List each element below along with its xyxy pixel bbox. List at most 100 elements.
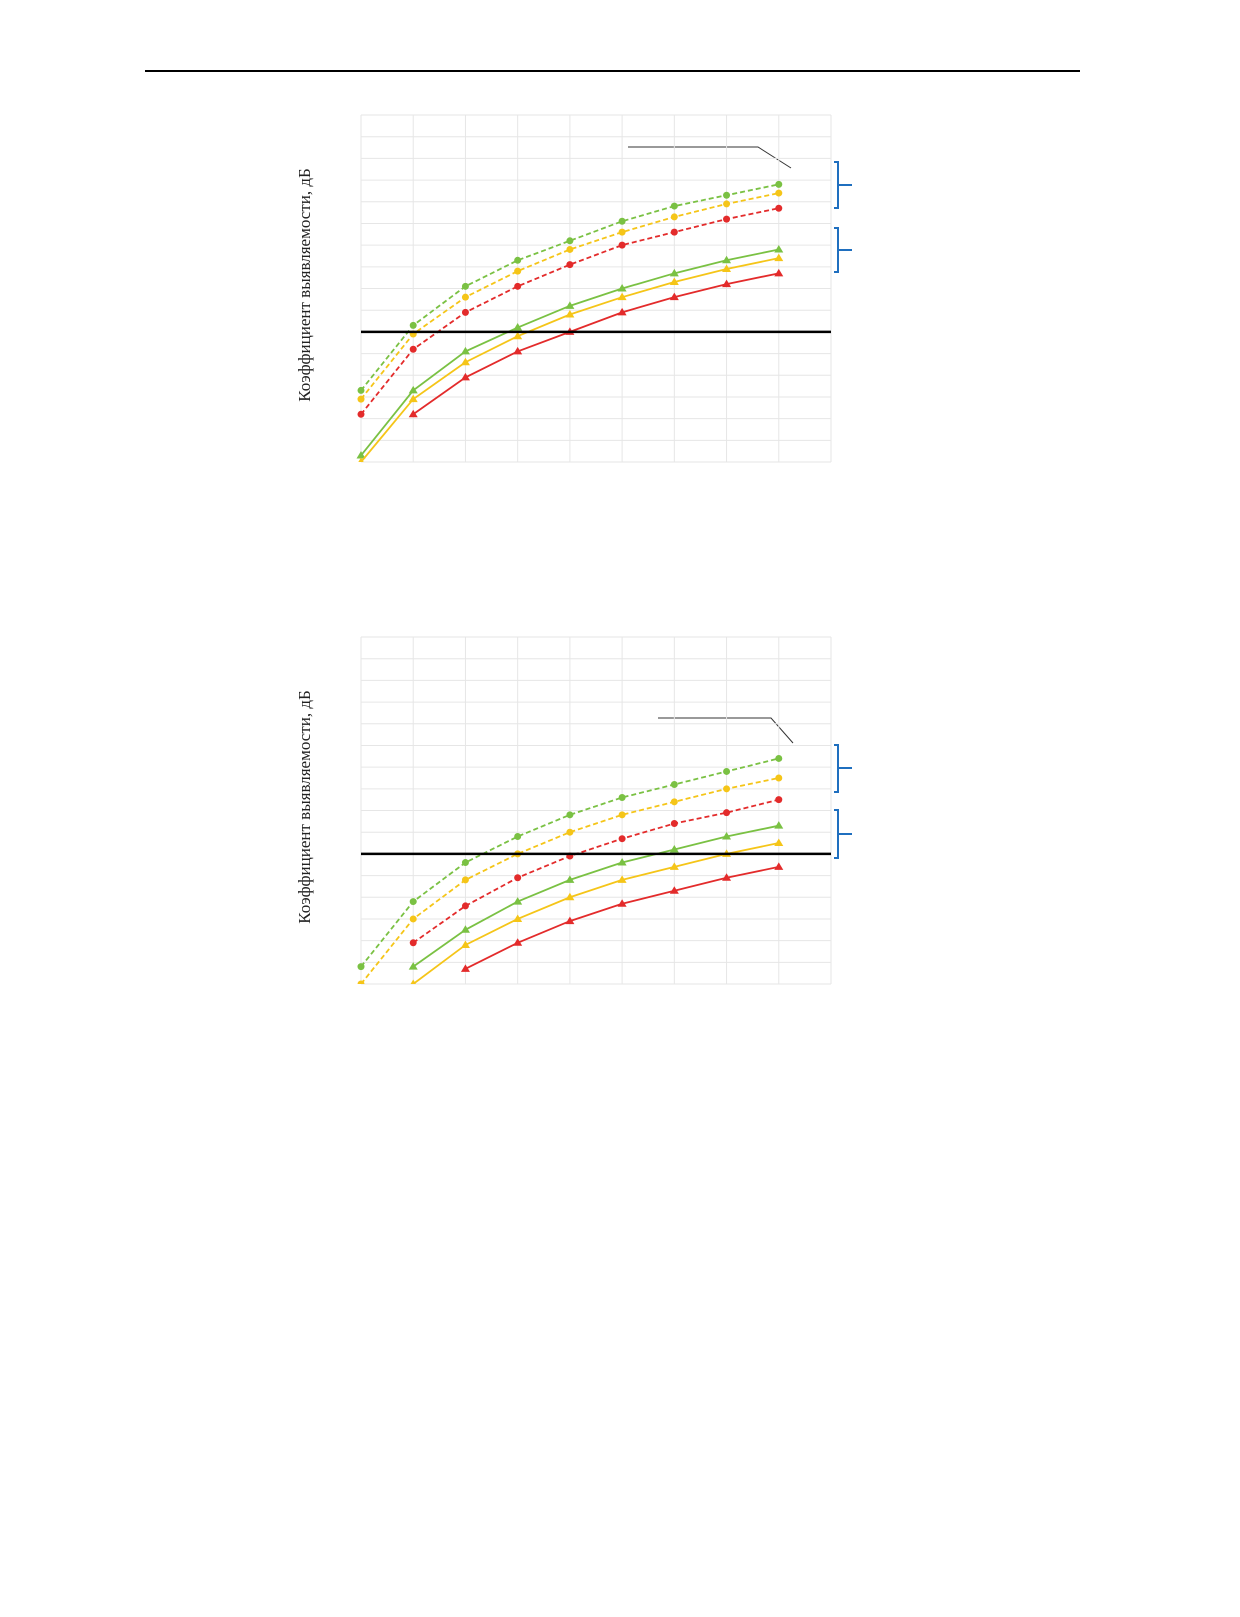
point-marker xyxy=(513,331,523,340)
point-marker xyxy=(669,277,679,285)
point-marker xyxy=(669,268,679,277)
point-marker xyxy=(774,253,784,262)
bracket xyxy=(834,744,852,793)
point-marker xyxy=(670,820,678,828)
point-marker xyxy=(565,892,575,901)
point-marker xyxy=(461,902,469,910)
point-marker xyxy=(617,292,627,301)
point-marker xyxy=(460,925,470,933)
annotation-line xyxy=(658,717,794,744)
point-marker xyxy=(723,809,731,817)
point-marker xyxy=(565,875,575,883)
point-marker xyxy=(722,873,732,881)
point-marker xyxy=(514,256,522,264)
point-marker xyxy=(566,261,574,269)
point-marker xyxy=(775,796,783,804)
point-marker xyxy=(618,217,626,225)
point-marker xyxy=(723,200,731,208)
point-marker xyxy=(409,898,417,906)
point-marker xyxy=(357,410,365,418)
point-marker xyxy=(722,255,732,264)
point-marker xyxy=(669,845,679,853)
point-marker xyxy=(775,754,783,762)
point-marker xyxy=(357,963,365,971)
point-marker xyxy=(566,237,574,245)
point-marker xyxy=(669,862,679,870)
point-marker xyxy=(617,307,627,316)
point-marker xyxy=(774,838,784,847)
point-marker xyxy=(408,409,418,418)
point-marker xyxy=(669,886,679,894)
point-marker xyxy=(722,832,732,840)
point-marker xyxy=(618,793,626,801)
point-marker xyxy=(461,859,469,867)
series-line xyxy=(360,777,779,984)
series-line xyxy=(412,272,779,416)
series-line xyxy=(360,192,779,400)
point-marker xyxy=(670,213,678,221)
point-marker xyxy=(723,785,731,793)
point-marker xyxy=(409,939,417,947)
point-marker xyxy=(670,228,678,236)
point-marker xyxy=(617,899,627,907)
point-marker xyxy=(775,204,783,212)
point-marker xyxy=(723,215,731,223)
point-marker xyxy=(513,897,523,905)
point-marker xyxy=(565,916,575,925)
point-marker xyxy=(357,395,365,403)
point-marker xyxy=(774,821,784,829)
series-line xyxy=(360,183,779,391)
point-marker xyxy=(460,357,470,366)
point-marker xyxy=(618,241,626,249)
point-marker xyxy=(565,301,575,309)
point-marker xyxy=(408,394,418,403)
series-line xyxy=(360,207,779,415)
point-marker xyxy=(513,346,523,355)
point-marker xyxy=(514,874,522,882)
point-marker xyxy=(723,767,731,775)
y-axis-label: Коэффициент выявляемости, дБ xyxy=(295,690,314,924)
point-marker xyxy=(618,811,626,819)
point-marker xyxy=(617,284,627,292)
point-marker xyxy=(461,308,469,316)
point-marker xyxy=(460,964,470,972)
series-line xyxy=(412,842,779,984)
series-line xyxy=(412,798,779,944)
point-marker xyxy=(774,244,784,253)
point-marker xyxy=(618,228,626,236)
point-marker xyxy=(618,835,626,843)
point-marker xyxy=(670,202,678,210)
series-line xyxy=(412,824,779,968)
plot-area xyxy=(357,754,784,984)
point-marker xyxy=(774,268,784,277)
point-marker xyxy=(514,282,522,290)
point-marker xyxy=(617,858,627,866)
point-marker xyxy=(409,321,417,329)
point-marker xyxy=(722,279,732,288)
series-line xyxy=(360,757,779,968)
point-marker xyxy=(513,914,523,922)
point-marker xyxy=(566,811,574,819)
point-marker xyxy=(775,189,783,197)
point-marker xyxy=(775,180,783,188)
point-marker xyxy=(460,346,470,355)
point-marker xyxy=(410,979,416,984)
plot-area xyxy=(356,180,784,462)
point-marker xyxy=(409,915,417,923)
point-marker xyxy=(670,780,678,788)
point-marker xyxy=(460,940,470,948)
point-marker xyxy=(358,457,364,462)
point-marker xyxy=(566,245,574,253)
point-marker xyxy=(514,267,522,275)
bracket xyxy=(834,809,852,859)
point-marker xyxy=(408,962,418,970)
point-marker xyxy=(723,191,731,199)
point-marker xyxy=(669,292,679,301)
point-marker xyxy=(460,372,470,381)
point-marker xyxy=(774,862,784,870)
y-axis-label: Коэффициент выявляемости, дБ xyxy=(295,168,314,402)
point-marker xyxy=(617,875,627,883)
point-marker xyxy=(409,345,417,353)
